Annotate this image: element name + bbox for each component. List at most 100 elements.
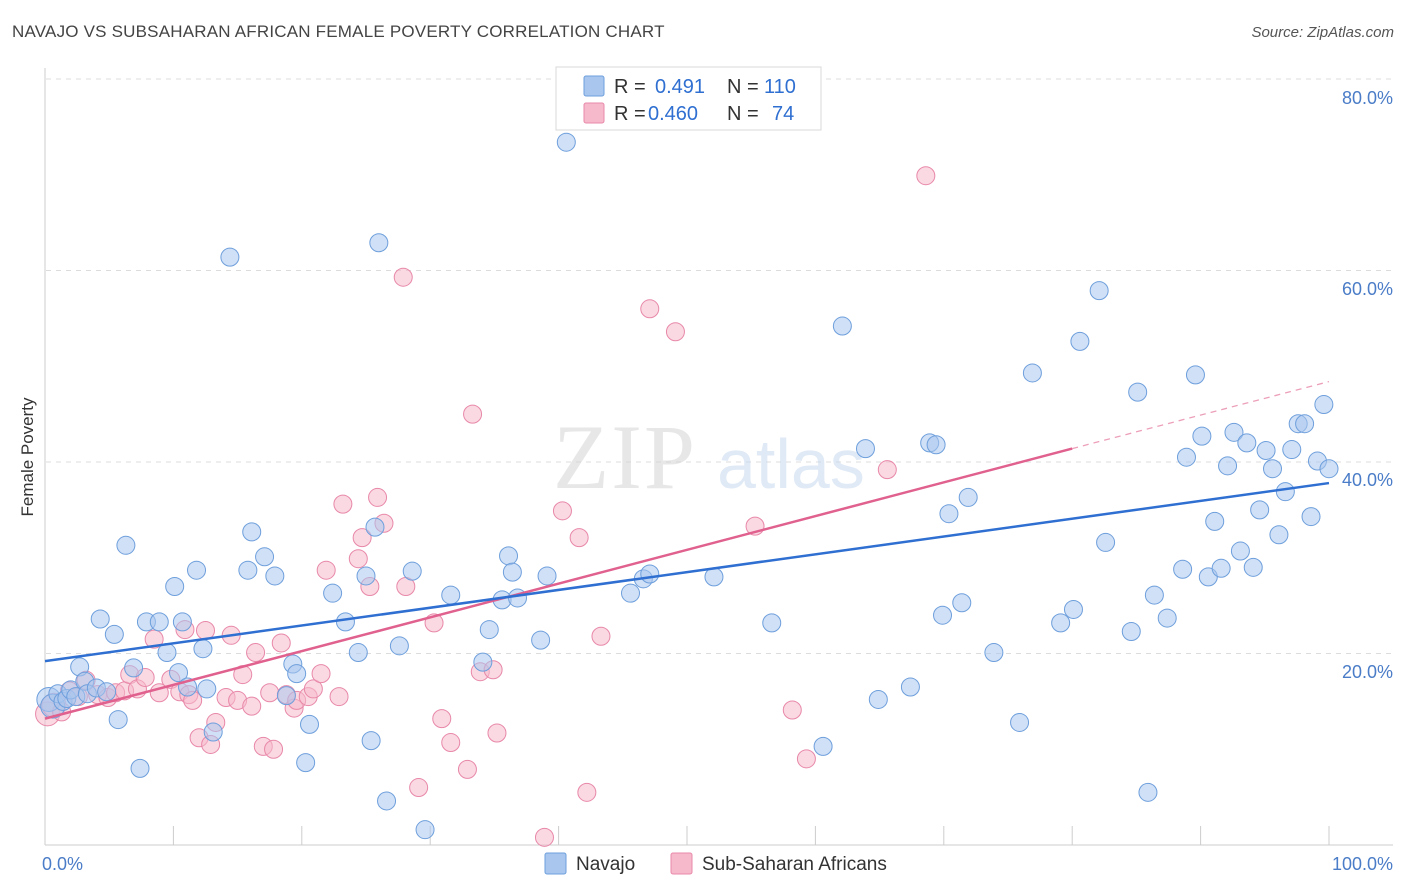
navajo-point bbox=[97, 682, 117, 702]
x-tick-label-100: 100.0% bbox=[1332, 854, 1393, 874]
navajo-point bbox=[1173, 559, 1193, 579]
navajo-point bbox=[1063, 599, 1083, 619]
navajo-point bbox=[1022, 363, 1042, 383]
navajo-point bbox=[1205, 511, 1225, 531]
correlation-legend: R = 0.491 N = 110 R = 0.460 N = 74 bbox=[555, 66, 822, 131]
navajo-point bbox=[415, 820, 435, 840]
sub-saharan-africans-point bbox=[463, 404, 483, 424]
sub-saharan-africans-point bbox=[916, 166, 936, 186]
navajo-point bbox=[1275, 482, 1295, 502]
trend-line-sub-saharan-africans-extension bbox=[1072, 380, 1330, 450]
navajo-point bbox=[1230, 541, 1250, 561]
navajo-point bbox=[531, 630, 551, 650]
navajo-point bbox=[958, 487, 978, 507]
navajo-point bbox=[441, 585, 461, 605]
navajo-point bbox=[556, 132, 576, 152]
legend-swatch-navajo bbox=[583, 75, 605, 97]
y-tick-label-20: 20.0% bbox=[1342, 662, 1393, 682]
sub-saharan-africans-point bbox=[782, 700, 802, 720]
navajo-point bbox=[369, 233, 389, 253]
navajo-point bbox=[149, 612, 169, 632]
source-attribution: Source: ZipAtlas.com bbox=[1251, 24, 1394, 41]
sub-saharan-africans-point bbox=[534, 827, 554, 847]
navajo-point bbox=[276, 686, 296, 706]
legend-r-value-navajo: 0.491 bbox=[655, 76, 705, 98]
sub-saharan-africans-point bbox=[242, 696, 262, 716]
navajo-point bbox=[265, 566, 285, 586]
navajo-point bbox=[537, 566, 557, 586]
navajo-point bbox=[868, 689, 888, 709]
chart-title: NAVAJO VS SUBSAHARAN AFRICAN FEMALE POVE… bbox=[12, 22, 665, 41]
navajo-point bbox=[1250, 500, 1270, 520]
navajo-point bbox=[1237, 433, 1257, 453]
sub-saharan-africans-point bbox=[457, 759, 477, 779]
navajo-point bbox=[1211, 558, 1231, 578]
legend-n-label-ssa: N = bbox=[727, 103, 759, 125]
navajo-point bbox=[1224, 422, 1244, 442]
sub-saharan-africans-point bbox=[640, 299, 660, 319]
sub-saharan-africans-point bbox=[352, 528, 372, 548]
navajo-point bbox=[356, 566, 376, 586]
sub-saharan-africans-point bbox=[311, 664, 331, 684]
navajo-point bbox=[1121, 621, 1141, 641]
sub-saharan-africans-point bbox=[329, 687, 349, 707]
trend-line-navajo bbox=[44, 481, 1330, 663]
navajo-point bbox=[900, 677, 920, 697]
sub-saharan-africans-point bbox=[796, 749, 816, 769]
watermark-zip: ZIP bbox=[553, 406, 697, 508]
navajo-point bbox=[813, 736, 833, 756]
navajo-point bbox=[197, 679, 217, 699]
navajo-point bbox=[952, 593, 972, 613]
navajo-point bbox=[939, 504, 959, 524]
sub-saharan-africans-point bbox=[569, 528, 589, 548]
bottom-legend-swatch-navajo bbox=[544, 852, 567, 875]
navajo-point bbox=[1301, 507, 1321, 527]
navajo-point bbox=[389, 636, 409, 656]
navajo-point bbox=[926, 435, 946, 455]
sub-saharan-africans-point bbox=[877, 460, 897, 480]
navajo-point bbox=[621, 583, 641, 603]
navajo-point bbox=[1314, 395, 1334, 415]
sub-saharan-africans-point bbox=[144, 629, 164, 649]
navajo-point bbox=[1096, 532, 1116, 552]
navajo-point bbox=[1051, 613, 1071, 633]
navajo-point bbox=[704, 567, 724, 587]
sub-saharan-africans-point bbox=[303, 679, 323, 699]
legend-r-value-ssa: 0.460 bbox=[648, 103, 698, 125]
navajo-point bbox=[220, 247, 240, 267]
navajo-point bbox=[1263, 459, 1283, 479]
sub-saharan-africans-point bbox=[552, 501, 572, 521]
legend-swatch-ssa bbox=[583, 102, 605, 124]
navajo-point bbox=[348, 643, 368, 663]
navajo-point bbox=[104, 624, 124, 644]
legend-n-value-navajo: 110 bbox=[764, 76, 796, 98]
navajo-point bbox=[116, 535, 136, 555]
navajo-point bbox=[1128, 382, 1148, 402]
x-axis-ticks bbox=[44, 826, 1330, 845]
legend-r-label-navajo: R = bbox=[614, 76, 646, 98]
sub-saharan-africans-point bbox=[264, 739, 284, 759]
watermark: ZIP atlas bbox=[553, 406, 865, 508]
navajo-point bbox=[1144, 585, 1164, 605]
navajo-point bbox=[502, 562, 522, 582]
navajo-point bbox=[1218, 456, 1238, 476]
bottom-legend-label-navajo: Navajo bbox=[576, 854, 635, 875]
navajo-point bbox=[377, 791, 397, 811]
navajo-point bbox=[172, 612, 192, 632]
navajo-point bbox=[124, 658, 144, 678]
navajo-point bbox=[1269, 525, 1289, 545]
navajo-point bbox=[1192, 426, 1212, 446]
sub-saharan-africans-point bbox=[432, 709, 452, 729]
sub-saharan-africans-point bbox=[271, 633, 291, 653]
navajo-point bbox=[90, 609, 110, 629]
y-tick-label-60: 60.0% bbox=[1342, 279, 1393, 299]
legend-r-label-ssa: R = bbox=[614, 103, 646, 125]
navajo-point bbox=[762, 613, 782, 633]
sub-saharan-africans-point bbox=[487, 723, 507, 743]
sub-saharan-africans-point bbox=[393, 267, 413, 287]
bottom-legend-swatch-ssa bbox=[670, 852, 693, 875]
legend-n-value-ssa: 74 bbox=[772, 103, 794, 125]
navajo-point bbox=[1282, 440, 1302, 460]
navajo-point bbox=[242, 522, 262, 542]
